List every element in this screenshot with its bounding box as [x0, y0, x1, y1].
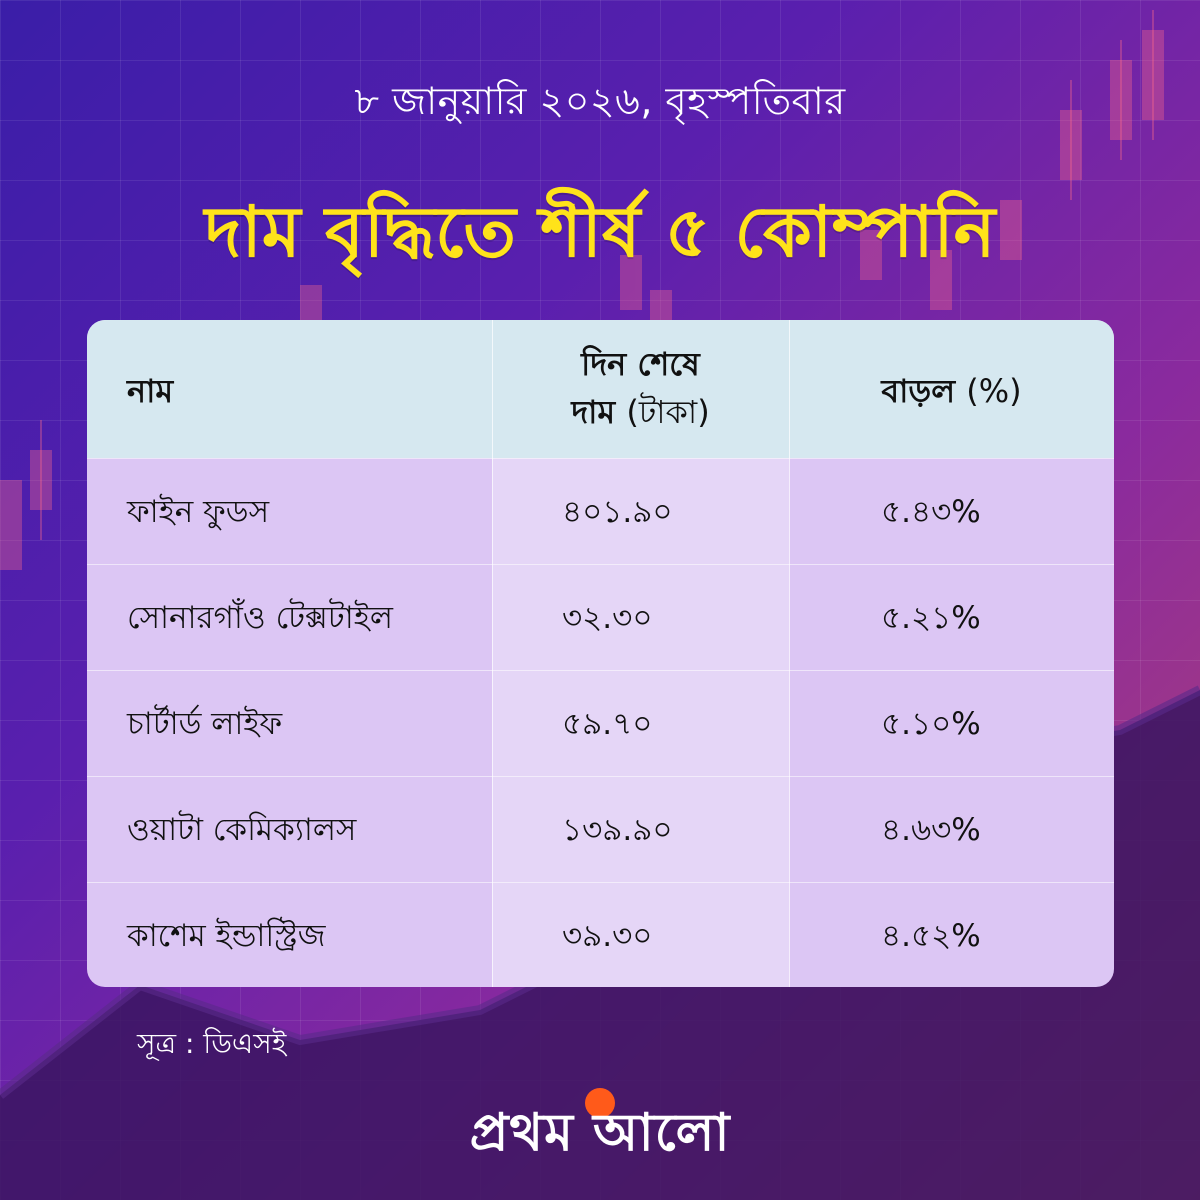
closing-price: ৩২.৩০	[562, 600, 653, 636]
price-change: ৪.৫২%	[881, 918, 981, 954]
header-change-label: বাড়ল	[881, 372, 956, 410]
header-name: নাম	[127, 372, 174, 410]
price-change: ৪.৬৩%	[881, 812, 981, 848]
price-change: ৫.১০%	[881, 706, 981, 742]
closing-price: ৩৯.৩০	[562, 918, 653, 954]
closing-price: ১৩৯.৯০	[562, 812, 673, 848]
closing-price: ৪০১.৯০	[562, 494, 673, 530]
table-row: কাশেম ইন্ডাস্ট্রিজ ৩৯.৩০ ৪.৫২%	[87, 882, 1114, 987]
table-header	[87, 320, 1114, 458]
price-change: ৫.৪৩%	[881, 494, 981, 530]
page-title: দাম বৃদ্ধিতে শীর্ষ ৫ কোম্পানি	[204, 191, 996, 273]
table-row: চার্টার্ড লাইফ ৫৯.৭০ ৫.১০%	[87, 670, 1114, 777]
header-price: দিন শেষে দাম (টাকা)	[492, 340, 789, 436]
header-price-label: দাম	[571, 393, 616, 431]
date-text: ৮ জানুয়ারি ২০২৬, বৃহস্পতিবার	[354, 79, 846, 123]
price-change: ৫.২১%	[881, 600, 981, 636]
company-name: সোনারগাঁও টেক্সটাইল	[127, 600, 393, 636]
company-name: ওয়াটা কেমিক্যালস	[127, 812, 357, 848]
table-row: সোনারগাঁও টেক্সটাইল ৩২.৩০ ৫.২১%	[87, 564, 1114, 671]
header-price-line2: দাম (টাকা)	[492, 388, 789, 436]
source-note: সূত্র : ডিএসই	[137, 1027, 287, 1060]
company-name: কাশেম ইন্ডাস্ট্রিজ	[127, 918, 326, 954]
header-change: বাড়ল (%)	[789, 366, 1114, 420]
header-price-line1: দিন শেষে	[581, 345, 700, 383]
closing-price: ৫৯.৭০	[562, 706, 653, 742]
top-gainers-table: নাম দিন শেষে দাম (টাকা) বাড়ল (%) ফাইন ফ…	[87, 320, 1114, 987]
header-change-unit: (%)	[966, 372, 1022, 410]
column-divider	[492, 320, 493, 987]
table-row: ফাইন ফুডস ৪০১.৯০ ৫.৪৩%	[87, 458, 1114, 565]
table-row: ওয়াটা কেমিক্যালস ১৩৯.৯০ ৪.৬৩%	[87, 776, 1114, 883]
brand-logo: প্রথম আলো	[469, 1103, 731, 1163]
header-price-unit: (টাকা)	[626, 393, 710, 431]
sun-icon	[585, 1088, 615, 1118]
column-divider	[789, 320, 790, 987]
company-name: ফাইন ফুডস	[127, 494, 270, 530]
company-name: চার্টার্ড লাইফ	[127, 706, 283, 742]
